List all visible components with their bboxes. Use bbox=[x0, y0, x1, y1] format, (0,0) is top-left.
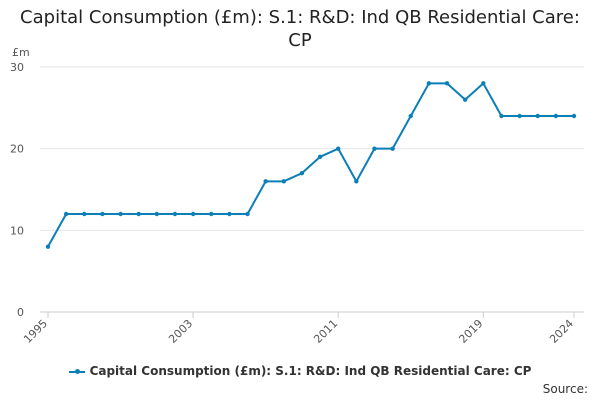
data-point[interactable] bbox=[571, 113, 577, 119]
data-point[interactable] bbox=[354, 179, 359, 184]
y-tick-label: 30 bbox=[10, 61, 24, 74]
data-point[interactable] bbox=[499, 113, 504, 119]
data-point[interactable] bbox=[82, 211, 87, 217]
data-point[interactable] bbox=[281, 179, 286, 184]
data-point[interactable] bbox=[462, 97, 468, 102]
x-tick-label: 2011 bbox=[311, 317, 340, 346]
data-point[interactable] bbox=[227, 211, 232, 217]
axes bbox=[40, 311, 584, 318]
data-point[interactable] bbox=[63, 211, 69, 217]
data-point[interactable] bbox=[263, 179, 268, 184]
tick-labels: 0 10 20 30 1995 2003 2011 2019 2024 bbox=[10, 61, 576, 346]
data-point[interactable] bbox=[372, 146, 377, 151]
data-point[interactable] bbox=[136, 211, 141, 217]
x-tick-label: 2003 bbox=[166, 317, 195, 346]
y-tick-label: 10 bbox=[10, 224, 24, 237]
legend-swatch bbox=[68, 368, 85, 374]
data-point[interactable] bbox=[553, 113, 559, 119]
data-point[interactable] bbox=[118, 211, 123, 217]
data-point[interactable] bbox=[517, 113, 522, 119]
legend-label: Capital Consumption (£m): S.1: R&D: Ind … bbox=[89, 364, 532, 378]
data-point[interactable] bbox=[390, 146, 395, 151]
data-point[interactable] bbox=[245, 211, 250, 217]
data-point[interactable] bbox=[336, 146, 341, 151]
data-point[interactable] bbox=[172, 211, 178, 217]
chart-title: Capital Consumption (£m): S.1: R&D: Ind … bbox=[20, 7, 580, 51]
series-line bbox=[47, 82, 575, 248]
data-point[interactable] bbox=[100, 211, 105, 217]
x-tick-label: 1995 bbox=[21, 317, 50, 346]
series-layer bbox=[45, 81, 577, 249]
y-tick-label: 0 bbox=[17, 306, 24, 319]
gridlines bbox=[40, 66, 584, 231]
data-point[interactable] bbox=[317, 154, 323, 160]
y-axis-unit-label: £m bbox=[12, 46, 30, 59]
data-point[interactable] bbox=[299, 170, 305, 176]
data-point[interactable] bbox=[45, 244, 51, 249]
data-point[interactable] bbox=[535, 113, 540, 119]
data-point[interactable] bbox=[444, 81, 450, 86]
y-tick-label: 20 bbox=[10, 143, 24, 156]
legend[interactable]: Capital Consumption (£m): S.1: R&D: Ind … bbox=[0, 364, 600, 378]
data-point[interactable] bbox=[426, 81, 432, 86]
legend-marker bbox=[74, 368, 80, 374]
data-point[interactable] bbox=[209, 211, 214, 217]
data-point[interactable] bbox=[408, 113, 413, 119]
x-tick-label: 2024 bbox=[547, 317, 576, 346]
data-point[interactable] bbox=[190, 211, 196, 217]
data-point[interactable] bbox=[154, 211, 160, 217]
x-tick-label: 2019 bbox=[456, 317, 485, 346]
data-point[interactable] bbox=[481, 81, 486, 86]
source-label: Source: bbox=[542, 382, 588, 396]
